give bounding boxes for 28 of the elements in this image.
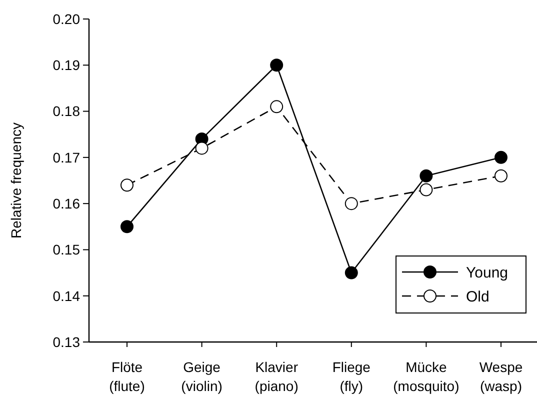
x-tick-label: Fliege (fly): [332, 359, 371, 394]
y-tick-label: 0.20: [52, 10, 80, 27]
point: [494, 169, 508, 182]
legend-label: Old: [466, 288, 490, 306]
x-tick-label: Mücke (mosquito): [393, 359, 460, 394]
y-tick-label: 0.16: [52, 195, 80, 212]
y-tick-label: 0.19: [52, 57, 80, 74]
y-tick-label: 0.14: [52, 288, 80, 304]
x-tick-label: Klavier (piano): [254, 359, 298, 394]
x-tick-label: Wespe (wasp): [479, 359, 523, 394]
y-tick-label: 0.18: [52, 103, 80, 120]
point: [344, 197, 358, 210]
point: [494, 150, 508, 164]
y-axis-title: Relative frequency: [8, 122, 24, 238]
legend-label: Young: [466, 264, 508, 282]
point: [195, 142, 208, 155]
x-tick-label: Geige (violin): [181, 359, 222, 394]
point: [420, 183, 433, 196]
point: [120, 220, 134, 234]
y-tick-label: 0.17: [52, 149, 80, 166]
point: [270, 58, 284, 72]
point: [420, 169, 433, 182]
point: [344, 266, 358, 280]
point: [120, 178, 134, 192]
point: [270, 100, 284, 114]
y-tick-label: 0.13: [52, 334, 80, 350]
x-tick-label: Flöte (flute): [109, 359, 145, 394]
y-tick-label: 0.15: [52, 242, 80, 258]
